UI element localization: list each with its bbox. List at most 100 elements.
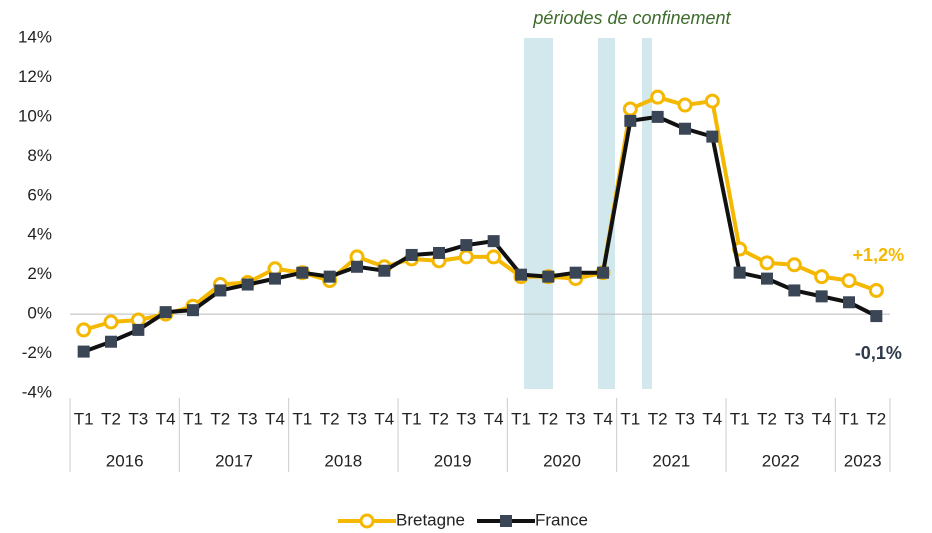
y-tick-label: -2% [22,343,52,362]
legend-marker [359,513,375,529]
x-tick-label: T1 [839,409,859,428]
point [458,249,474,265]
group-label: 2021 [652,451,690,470]
point [76,322,92,338]
x-tick-label: T2 [320,409,340,428]
point [597,266,609,279]
point [870,310,883,323]
point [786,257,802,273]
point [296,266,309,279]
point [788,284,801,297]
x-tick-label: T1 [511,409,531,428]
point [269,272,281,285]
point [651,110,664,123]
point [841,273,857,289]
point [650,89,666,105]
x-tick-label: T1 [74,409,94,428]
x-tick-label: T3 [784,409,804,428]
point [569,266,582,279]
y-tick-label: 0% [27,304,52,323]
y-tick-label: 4% [27,225,52,244]
point [487,235,500,248]
x-tick-label: T2 [757,409,777,428]
x-tick-label: T1 [730,409,750,428]
x-tick-label: T4 [484,409,504,428]
point [759,255,775,271]
x-tick-label: T1 [183,409,203,428]
group-label: 2017 [215,451,253,470]
point [460,239,473,252]
x-tick-label: T2 [538,409,558,428]
x-tick-label: T2 [210,409,230,428]
point [132,323,145,336]
x-tick-label: T2 [648,409,668,428]
value-label: -0,1% [855,343,902,363]
point [679,122,691,135]
x-tick-label: T3 [347,409,367,428]
group-label: 2022 [762,451,800,470]
point [378,264,391,277]
x-tick-label: T3 [566,409,586,428]
point [868,282,884,298]
y-tick-label: 6% [27,185,52,204]
lockdown-band [524,38,553,389]
group-label: 2020 [543,451,581,470]
point [105,335,117,348]
series-line [83,95,878,332]
x-tick-label: T3 [675,409,695,428]
legend-item: Bretagne [338,510,465,529]
x-tick-label: T3 [456,409,476,428]
x-tick-label: T4 [374,409,394,428]
x-tick-label: T4 [593,409,613,428]
point [677,97,693,113]
x-tick-label: T2 [101,409,121,428]
point [486,249,502,265]
lockdown-band [642,38,652,389]
point [323,270,336,283]
point [542,270,555,283]
x-tick-label: T1 [402,409,422,428]
x-tick-label: T3 [128,409,148,428]
point [843,296,855,309]
x-tick-label: T4 [812,409,832,428]
x-tick-label: T1 [292,409,312,428]
point [214,284,227,297]
y-tick-label: -4% [22,382,52,401]
value-label: +1,2% [853,245,905,265]
series: -0,1% [77,110,902,363]
legend-label: Bretagne [396,510,465,529]
point [622,101,638,117]
point [814,269,830,285]
legend-item: France [477,510,588,529]
point [103,314,119,330]
x-tick-label: T2 [429,409,449,428]
x-tick-label: T3 [238,409,258,428]
y-tick-label: 12% [18,67,52,86]
lockdown-bands [524,38,652,389]
group-label: 2018 [324,451,362,470]
y-tick-label: 10% [18,106,52,125]
point [187,304,199,317]
point [159,306,172,319]
group-label: 2016 [106,451,144,470]
group-label: 2019 [434,451,472,470]
x-tick-label: T1 [620,409,640,428]
x-tick-label: T2 [866,409,886,428]
x-tick-label: T4 [156,409,176,428]
point [241,278,254,291]
point [706,130,719,143]
point [351,260,363,273]
x-tick-label: T4 [265,409,285,428]
point [515,268,527,281]
series: +1,2% [76,89,905,338]
point [733,266,746,279]
point [761,272,773,285]
y-tick-label: 2% [27,264,52,283]
point [77,345,90,358]
point [815,290,828,303]
series-line [82,114,878,354]
point [624,114,637,127]
annotation: périodes de confinement [532,8,731,28]
y-tick-label: 14% [18,27,52,46]
point [405,248,418,261]
